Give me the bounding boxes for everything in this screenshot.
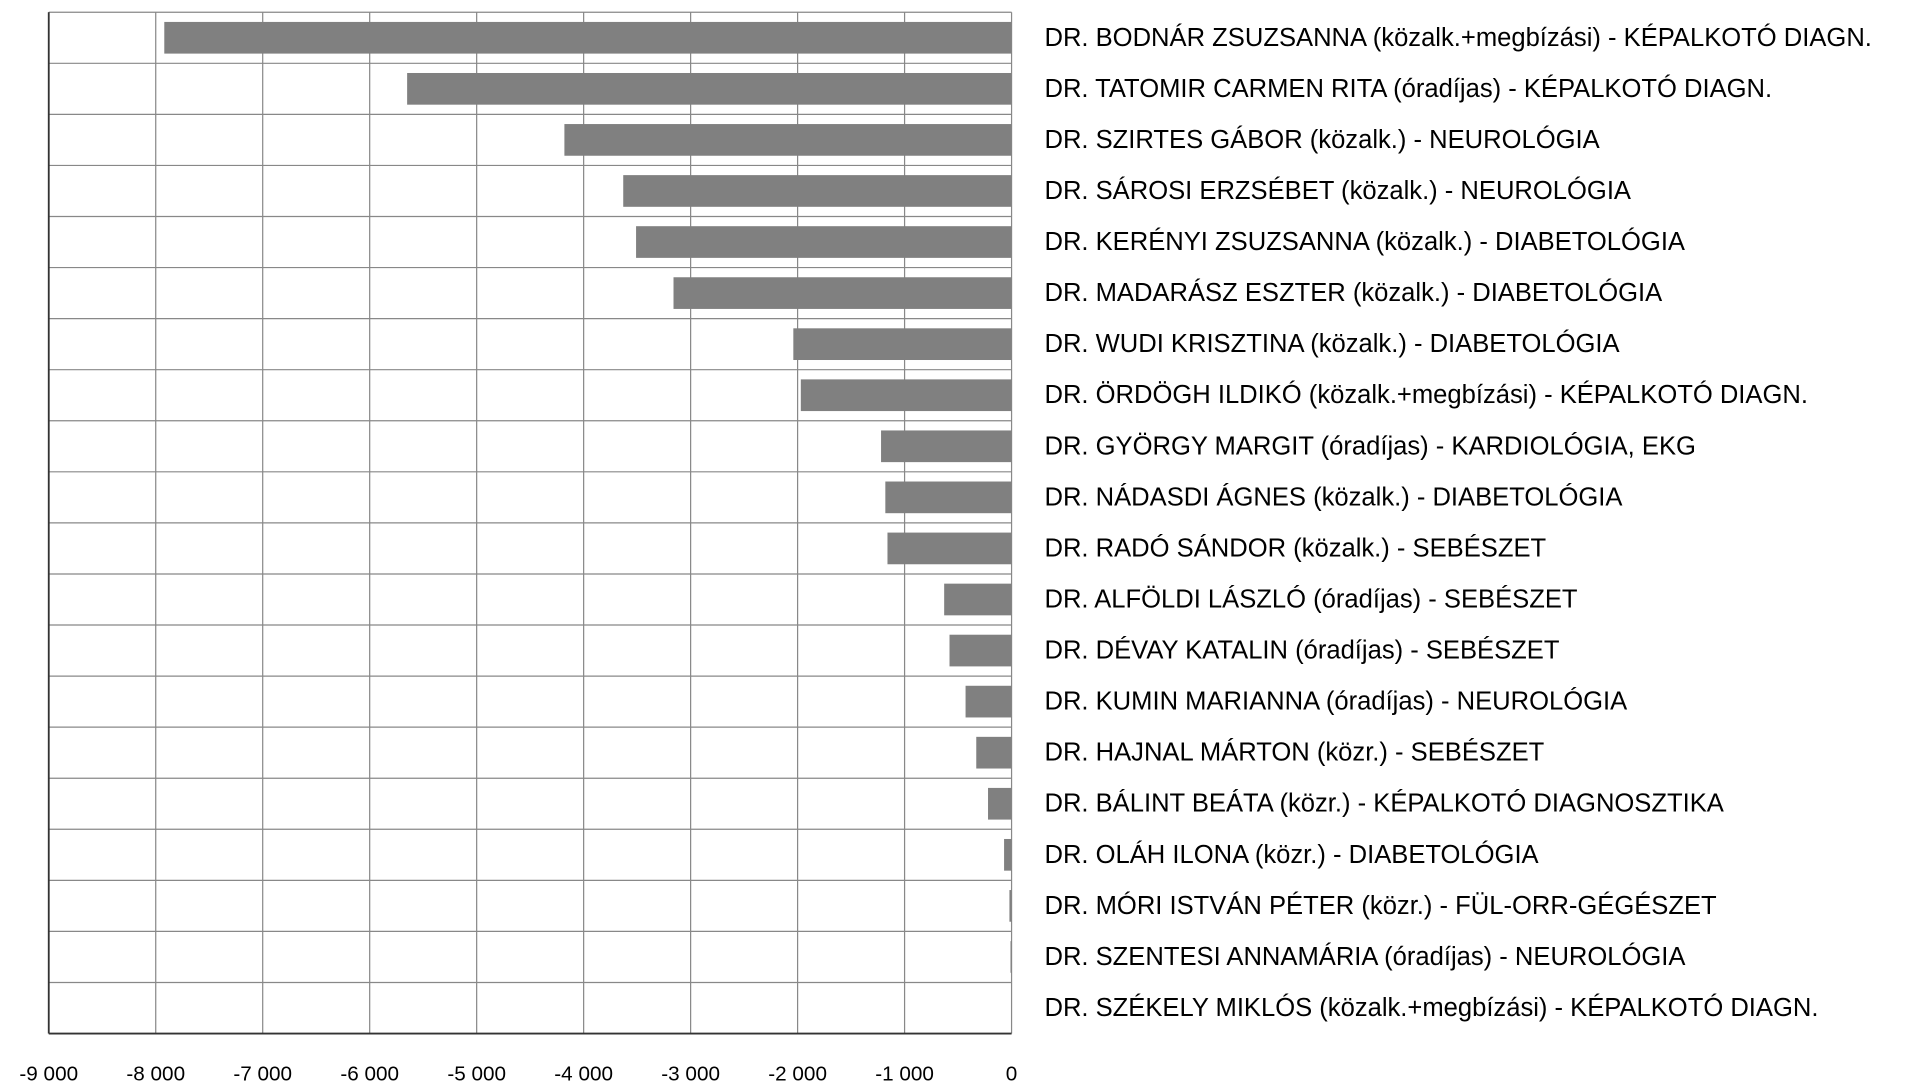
category-label: DR. BÁLINT BEÁTA (közr.) - KÉPALKOTÓ DIA…	[1044, 789, 1724, 818]
bar	[636, 226, 1012, 258]
category-label: DR. MÓRI ISTVÁN PÉTER (közr.) - FÜL-ORR-…	[1044, 891, 1717, 920]
category-label: DR. WUDI KRISZTINA (közalk.) - DIABETOLÓ…	[1044, 329, 1620, 358]
category-label: DR. SZÉKELY MIKLÓS (közalk.+megbízási) -…	[1044, 993, 1818, 1022]
bar	[164, 21, 1012, 54]
category-label: DR. NÁDASDI ÁGNES (közalk.) - DIABETOLÓG…	[1044, 482, 1623, 511]
x-tick-label: -2 000	[768, 1062, 827, 1085]
x-tick-label: -3 000	[661, 1062, 720, 1085]
category-label: DR. SÁROSI ERZSÉBET (közalk.) - NEUROLÓG…	[1044, 176, 1631, 205]
category-label: DR. SZENTESI ANNAMÁRIA (óradíjas) - NEUR…	[1044, 942, 1686, 971]
category-label: DR. HAJNAL MÁRTON (közr.) - SEBÉSZET	[1044, 738, 1544, 767]
bar	[965, 685, 1012, 718]
bar	[949, 634, 1012, 667]
x-tick-label: -1 000	[875, 1062, 934, 1085]
category-label: DR. GYÖRGY MARGIT (óradíjas) - KARDIOLÓG…	[1044, 431, 1695, 460]
category-label: DR. MADARÁSZ ESZTER (közalk.) - DIABETOL…	[1044, 278, 1663, 307]
bar	[1004, 838, 1012, 871]
category-label: DR. OLÁH ILONA (közr.) - DIABETOLÓGIA	[1044, 840, 1539, 869]
bar	[976, 736, 1012, 769]
x-tick-label: 0	[1006, 1062, 1018, 1085]
category-label: DR. RADÓ SÁNDOR (közalk.) - SEBÉSZET	[1044, 533, 1546, 562]
bar	[988, 787, 1012, 820]
bar	[881, 430, 1012, 463]
bar	[944, 583, 1012, 616]
bar	[623, 175, 1012, 207]
bar	[887, 532, 1012, 565]
category-label: DR. KERÉNYI ZSUZSANNA (közalk.) - DIABET…	[1044, 227, 1685, 256]
bar	[673, 277, 1012, 309]
category-label: DR. DÉVAY KATALIN (óradíjas) - SEBÉSZET	[1044, 636, 1559, 665]
bar	[800, 379, 1012, 412]
bar	[564, 124, 1012, 156]
x-tick-label: -7 000	[233, 1062, 292, 1085]
bar	[793, 328, 1012, 361]
x-tick-label: -5 000	[447, 1062, 506, 1085]
bar	[407, 72, 1012, 105]
x-tick-label: -8 000	[126, 1062, 185, 1085]
x-tick-label: -4 000	[554, 1062, 613, 1085]
bar	[885, 481, 1012, 514]
category-label: DR. ÖRDÖGH ILDIKÓ (közalk.+megbízási) - …	[1044, 380, 1807, 409]
bar	[1009, 890, 1012, 922]
category-label: DR. SZIRTES GÁBOR (közalk.) - NEUROLÓGIA	[1044, 125, 1600, 154]
category-label: DR. KUMIN MARIANNA (óradíjas) - NEUROLÓG…	[1044, 687, 1628, 716]
category-label: DR. TATOMIR CARMEN RITA (óradíjas) - KÉP…	[1044, 74, 1772, 103]
bar	[1010, 941, 1012, 973]
x-tick-label: -6 000	[340, 1062, 399, 1085]
category-label: DR. ALFÖLDI LÁSZLÓ (óradíjas) - SEBÉSZET	[1044, 584, 1577, 613]
x-tick-label: -9 000	[19, 1062, 78, 1085]
category-label: DR. BODNÁR ZSUZSANNA (közalk.+megbízási)…	[1044, 23, 1871, 52]
